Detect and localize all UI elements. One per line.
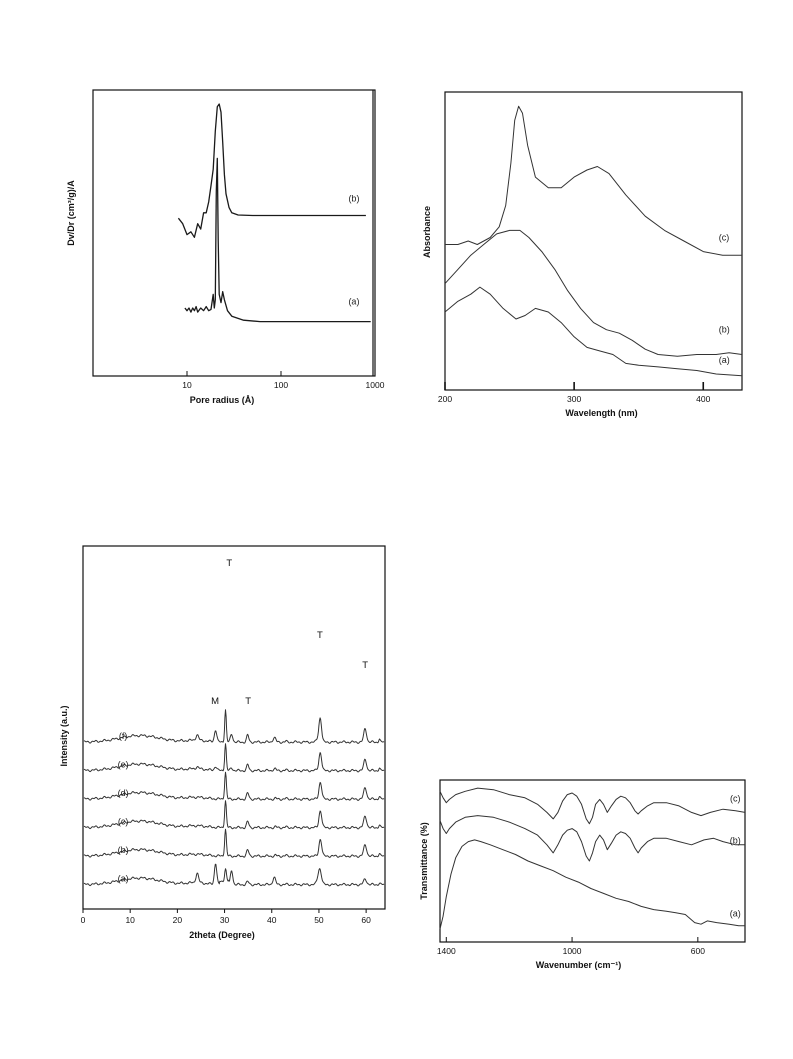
xrd-chart: 0 10 20 30 40 50 60 2theta (Degree) Intensity (a… <box>59 545 386 940</box>
series-label: (a) <box>719 355 730 365</box>
x-tick-label: 200 <box>438 394 452 404</box>
series-line <box>83 743 385 773</box>
y-axis-label: Transmittance (%) <box>419 822 429 900</box>
x-tick-label: 40 <box>267 915 277 925</box>
series-label: (c) <box>730 793 741 803</box>
series-label: (a) <box>118 874 129 884</box>
x-tick-label: 300 <box>567 394 581 404</box>
series-label: (a) <box>730 908 741 918</box>
x-tick-label: 600 <box>691 946 705 956</box>
series-line <box>439 815 745 862</box>
x-tick-label: 60 <box>361 915 371 925</box>
series-label: (b) <box>118 845 129 855</box>
x-tick-label: 0 <box>81 915 86 925</box>
uv-chart: 200 300 400 Wavelength (nm) Absorbance (c) (b)… <box>422 91 743 418</box>
x-axis-label: Pore radius (Å) <box>190 395 255 405</box>
peak-label: T <box>317 630 323 641</box>
x-tick-label: 1400 <box>437 946 456 956</box>
xrd-chart-panel: 0 10 20 30 40 50 60 2theta (Degree) Intensity (a… <box>55 540 395 950</box>
series-line <box>83 863 385 887</box>
series-label: (a) <box>348 297 359 307</box>
x-tick-label: 10 <box>182 380 192 390</box>
y-axis-label: Dv/Dr (cm³/g)/A <box>66 180 76 246</box>
series-line <box>83 709 385 744</box>
pore-chart: 10 100 1000 Pore radius (Å) Dv/Dr (cm³/g)/A (… <box>66 89 385 405</box>
series-label: (b) <box>730 836 741 846</box>
series-line <box>439 787 746 825</box>
plot-frame <box>82 545 386 910</box>
series-line <box>444 286 743 377</box>
x-axis-label: Wavenumber (cm⁻¹) <box>536 960 621 970</box>
x-tick-label: 1000 <box>366 380 385 390</box>
series-line <box>83 828 385 858</box>
peak-label: T <box>362 660 368 671</box>
series-line <box>177 103 366 238</box>
x-tick-label: 50 <box>314 915 324 925</box>
y-axis-label: Intensity (a.u.) <box>59 705 69 766</box>
y-axis-label: Absorbance <box>422 206 432 258</box>
series-line <box>83 800 385 830</box>
series-line <box>184 157 371 323</box>
ir-chart: 1400 1000 600 Wavenumber (cm⁻¹) Transmittanc… <box>419 779 746 970</box>
series-line <box>445 105 742 256</box>
series-label: (b) <box>719 325 730 335</box>
x-tick-label: 30 <box>220 915 230 925</box>
series-line <box>83 771 385 801</box>
series-label: (c) <box>118 817 129 827</box>
series-label: (e) <box>118 760 129 770</box>
series-label: (c) <box>719 232 730 242</box>
x-tick-label: 1000 <box>563 946 582 956</box>
x-axis-label: Wavelength (nm) <box>565 408 637 418</box>
series-line <box>439 839 745 930</box>
series-label: (f) <box>119 731 128 741</box>
series-label: (d) <box>118 788 129 798</box>
plot-frame <box>444 91 743 391</box>
series-line <box>444 229 743 357</box>
x-tick-label: 10 <box>125 915 135 925</box>
series-label: (b) <box>348 193 359 203</box>
peak-label: T <box>245 696 251 707</box>
x-axis-label: 2theta (Degree) <box>189 930 255 940</box>
plot-frame <box>92 89 376 377</box>
x-tick-label: 400 <box>696 394 710 404</box>
peak-label: T <box>226 558 232 569</box>
peak-label: M <box>211 696 219 707</box>
pore-chart-panel: 10 100 1000 Pore radius (Å) Dv/Dr (cm³/g)/A (… <box>60 80 390 420</box>
plot-frame <box>439 779 746 943</box>
x-tick-label: 20 <box>173 915 183 925</box>
x-tick-label: 100 <box>274 380 288 390</box>
uv-chart-panel: 200 300 400 Wavelength (nm) Absorbance (c) (b)… <box>420 80 750 420</box>
ir-chart-panel: 1400 1000 600 Wavenumber (cm⁻¹) Transmittanc… <box>415 770 755 980</box>
